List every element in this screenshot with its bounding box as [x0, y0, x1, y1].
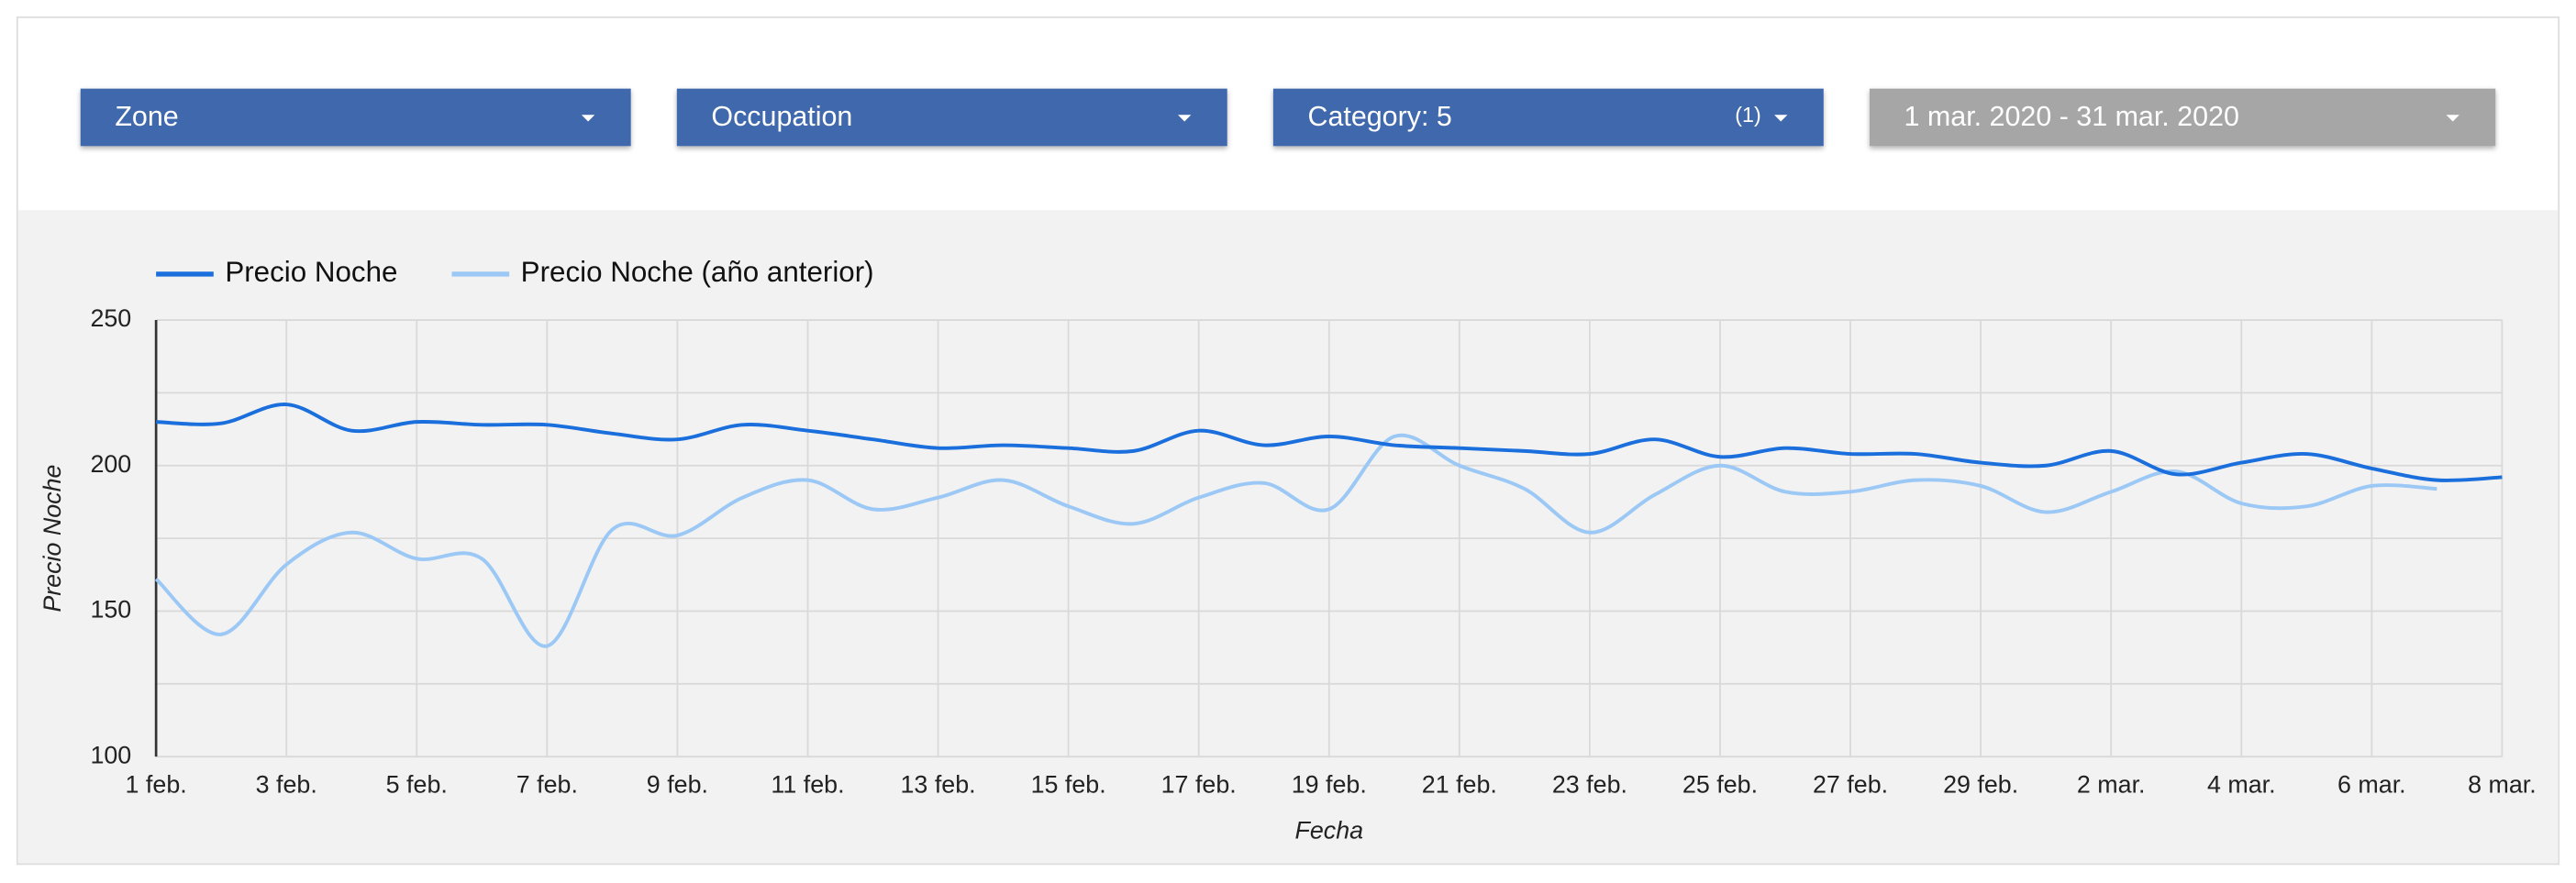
- dropdown-arrow[interactable]: [1178, 115, 1192, 122]
- series-line: [156, 403, 2503, 482]
- x-tick-label: 15 feb.: [1031, 770, 1106, 798]
- dropdown-arrow[interactable]: [2446, 115, 2459, 122]
- dropdown-arrow[interactable]: [1774, 115, 1788, 122]
- x-tick-label: 29 feb.: [1943, 770, 2018, 798]
- legend-label: Precio Noche: [225, 256, 397, 288]
- dropdown-arrow[interactable]: [581, 115, 595, 122]
- x-tick-label: 13 feb.: [900, 770, 975, 798]
- x-tick-label: 5 feb.: [386, 770, 448, 798]
- y-tick-label: 200: [90, 450, 131, 478]
- y-tick-label: 100: [90, 741, 131, 768]
- x-tick-label: 4 mar.: [2207, 770, 2276, 798]
- x-tick-label: 19 feb.: [1292, 770, 1367, 798]
- x-tick-label: 3 feb.: [256, 770, 317, 798]
- x-tick-label: 7 feb.: [516, 770, 578, 798]
- x-tick-label: 21 feb.: [1422, 770, 1497, 798]
- dropdown-badge[interactable]: (1): [1735, 103, 1760, 127]
- chart-panel: [17, 210, 2559, 864]
- x-tick-label: 11 feb.: [771, 770, 844, 798]
- legend-label: Precio Noche (año anterior): [521, 256, 874, 288]
- x-tick-label: 23 feb.: [1552, 770, 1627, 798]
- x-tick-label: 17 feb.: [1161, 770, 1237, 798]
- x-tick-label: 27 feb.: [1813, 770, 1888, 798]
- filter-dropdown[interactable]: Category: 5 (1): [1272, 88, 1824, 147]
- x-tick-label: 25 feb.: [1682, 770, 1758, 798]
- dropdown-box[interactable]: [1869, 88, 2496, 147]
- dropdown-label[interactable]: Zone: [115, 101, 178, 132]
- x-tick-label: 2 mar.: [2077, 770, 2146, 798]
- x-tick-label: 9 feb.: [647, 770, 708, 798]
- dropdown-label[interactable]: Occupation: [711, 101, 852, 132]
- y-tick-label: 150: [90, 596, 131, 624]
- dropdown-box[interactable]: [1272, 88, 1824, 147]
- filter-dropdown[interactable]: Zone: [80, 88, 631, 147]
- dropdown-box[interactable]: [80, 88, 631, 147]
- filter-dropdown[interactable]: Occupation: [676, 88, 1227, 147]
- series-line: [154, 433, 2437, 648]
- x-tick-label: 1 feb.: [126, 770, 187, 798]
- x-axis-title: Fecha: [1294, 817, 1363, 844]
- dropdown-label[interactable]: Category: 5: [1307, 101, 1451, 132]
- y-axis-title: Precio Noche: [39, 465, 66, 613]
- y-tick-label: 250: [90, 304, 131, 332]
- filter-dropdown[interactable]: 1 mar. 2020 - 31 mar. 2020: [1869, 88, 2496, 147]
- dropdown-box[interactable]: [676, 88, 1227, 147]
- x-tick-label: 8 mar.: [2468, 770, 2537, 798]
- x-tick-label: 6 mar.: [2337, 770, 2406, 798]
- dropdown-label[interactable]: 1 mar. 2020 - 31 mar. 2020: [1904, 101, 2239, 132]
